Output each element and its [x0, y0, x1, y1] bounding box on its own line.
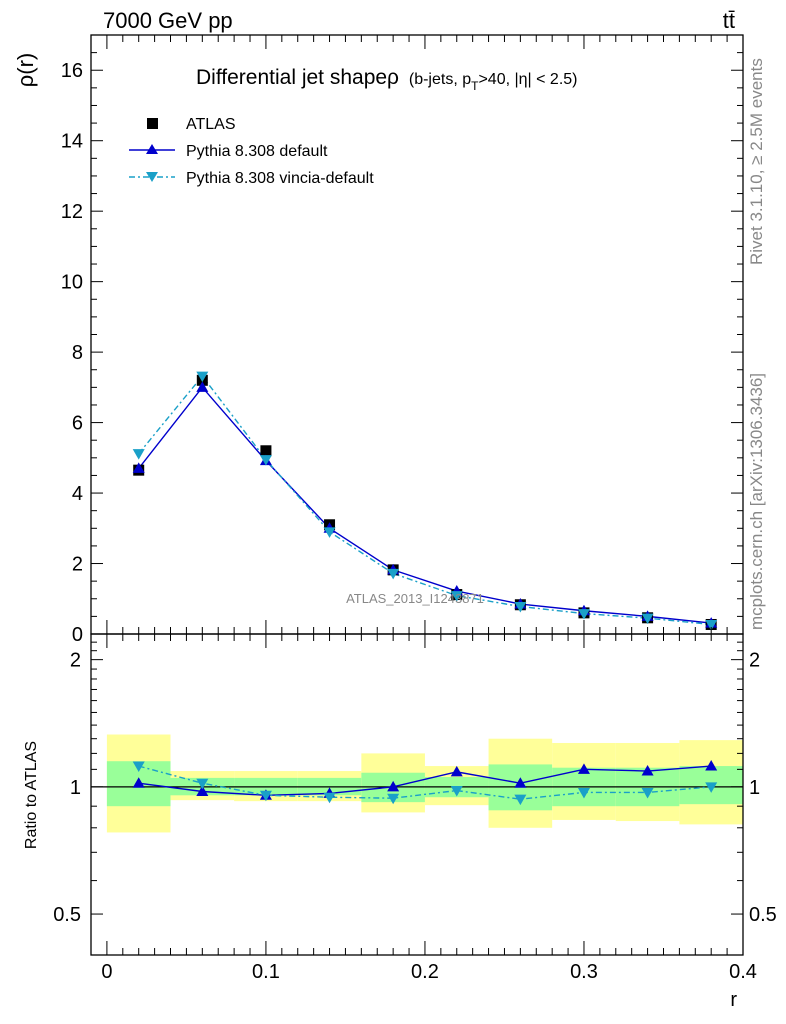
ratio-y-tick-label: 0.5	[53, 904, 81, 926]
ratio-y-tick-label: 2	[70, 650, 81, 672]
ratio-point-default	[196, 785, 209, 796]
main-line-default	[138, 386, 712, 624]
ratio-point-vincia	[577, 787, 590, 799]
ratio-point-vincia	[132, 761, 145, 773]
legend-marker-default	[146, 144, 158, 154]
main-y-tick-label: 4	[72, 483, 83, 505]
ratio-point-vincia	[387, 793, 400, 805]
x-tick-label: 0	[101, 961, 112, 983]
ratio-point-vincia	[323, 792, 336, 804]
ratio-point-default	[577, 763, 590, 774]
ratio-point-default	[514, 777, 527, 788]
ratio-y-tick-label: 1	[70, 777, 81, 799]
data-point-vincia	[705, 619, 718, 631]
ratio-series	[132, 760, 718, 806]
chart-title-main: Differential jet shapeρ	[196, 66, 399, 89]
ratio-bands	[91, 734, 743, 833]
ratio-point-vincia	[641, 787, 654, 799]
x-tick-label: 0.4	[729, 961, 757, 983]
chart-title: Differential jet shapeρ (b-jets, pT>40, …	[196, 66, 578, 93]
ratio-axes: 0.5 0.5 1 1 2 2 0 0.1 0.2 0.3 0.4	[53, 633, 777, 983]
data-point-vincia	[514, 602, 527, 613]
ratio-line-vincia	[138, 765, 712, 800]
chart-title-sub-a: (b-jets, p	[409, 71, 471, 88]
ratio-point-default	[132, 777, 145, 788]
data-point-vincia	[577, 609, 590, 620]
legend: ATLAS Pythia 8.308 default Pythia 8.308 …	[129, 116, 374, 187]
ratio-line-default	[138, 765, 712, 796]
ratio-point-vincia	[450, 786, 463, 797]
ratio-point-vincia	[514, 794, 527, 806]
rivet-label: Rivet 3.1.10, ≥ 2.5M events	[747, 58, 766, 265]
ratio-point-vincia	[196, 778, 209, 790]
chart-title-sub-b: T	[471, 79, 479, 93]
ratio-point-default	[387, 780, 400, 792]
legend-label-default: Pythia 8.308 default	[186, 143, 328, 160]
main-y-tick-label: 14	[61, 131, 83, 153]
main-y-tick-label: 2	[72, 554, 83, 576]
data-point-default	[196, 381, 209, 392]
data-point-vincia	[450, 591, 463, 602]
x-tick-label: 0.2	[411, 961, 439, 983]
ratio-frame	[90, 633, 744, 956]
ratio-y-tick-label-right: 2	[749, 650, 760, 672]
main-y-tick-label: 10	[61, 272, 83, 294]
main-panel: ATLAS_2013_I1243871 0 2 4 6 8 10 12 14 16 ρ(r) D…	[13, 34, 744, 646]
main-y-tick-label: 16	[61, 60, 83, 82]
ratio-point-vincia	[259, 790, 272, 802]
data-point-vincia	[641, 613, 654, 625]
main-axes: 0 2 4 6 8 10 12 14 16	[61, 34, 744, 646]
legend-label-atlas: ATLAS	[186, 116, 236, 133]
chart-title-sub-c: >40, |η| < 2.5)	[478, 71, 577, 88]
data-point-default	[132, 462, 145, 473]
x-tick-label: 0.1	[252, 961, 280, 983]
x-axis-label: r	[730, 989, 737, 1011]
ratio-y-tick-label-right: 1	[749, 777, 760, 799]
main-y-tick-label: 0	[72, 624, 83, 646]
main-y-tick-label: 8	[72, 342, 83, 364]
energy-label: 7000 GeV pp	[103, 8, 233, 33]
data-point-vincia	[387, 568, 400, 580]
x-tick-label: 0.3	[570, 961, 598, 983]
legend-marker-vincia	[146, 172, 158, 182]
data-point-vincia	[323, 527, 336, 538]
ratio-y-tick-label-right: 0.5	[749, 904, 777, 926]
ratio-point-default	[450, 765, 463, 777]
legend-label-vincia: Pythia 8.308 vincia-default	[186, 170, 374, 187]
data-point-atlas	[260, 445, 272, 457]
data-point-vincia	[132, 449, 145, 460]
data-point-vincia	[259, 455, 272, 466]
main-series	[132, 371, 718, 631]
main-line-vincia	[138, 374, 712, 626]
legend-marker-atlas	[147, 118, 158, 129]
main-y-tick-label: 6	[72, 413, 83, 435]
process-label: tt̄	[723, 8, 735, 33]
main-y-tick-label: 12	[61, 201, 83, 223]
watermark-label: ATLAS_2013_I1243871	[346, 591, 484, 606]
data-point-vincia	[196, 371, 209, 383]
ratio-point-default	[641, 765, 654, 776]
mcplots-label: mcplots.cern.ch [arXiv:1306.3436]	[747, 373, 766, 630]
ratio-point-vincia	[705, 782, 718, 793]
ratio-panel: 0.5 0.5 1 1 2 2 0 0.1 0.2 0.3 0.4 Ratio to ATLAS r	[23, 633, 777, 1011]
ratio-point-default	[705, 760, 718, 771]
ratio-y-axis-label: Ratio to ATLAS	[23, 741, 40, 849]
main-y-axis-label: ρ(r)	[13, 53, 38, 88]
